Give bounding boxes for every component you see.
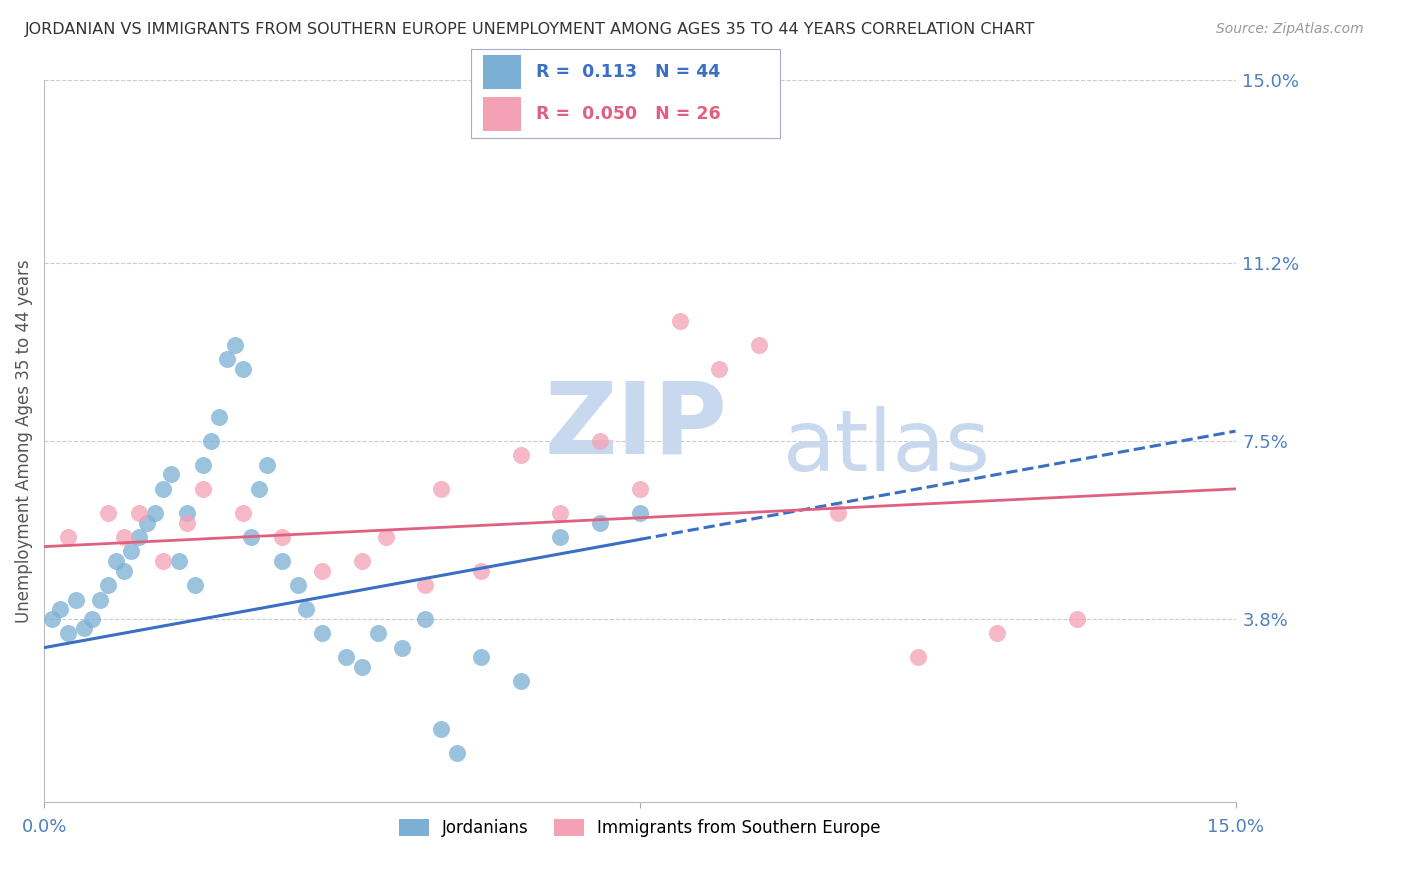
Point [430, 723, 453, 737]
Point [374, 530, 396, 544]
Point [232, 361, 254, 376]
Point [97, 578, 120, 592]
Point [167, 554, 190, 568]
Point [200, 434, 222, 448]
Point [311, 626, 333, 640]
Point [350, 554, 373, 568]
Point [509, 448, 531, 462]
Point [160, 467, 183, 482]
Text: Source: ZipAtlas.com: Source: ZipAtlas.com [1216, 22, 1364, 37]
Point [367, 626, 389, 640]
Point [335, 650, 357, 665]
Point [628, 482, 651, 496]
Point [136, 516, 159, 530]
Y-axis label: Unemployment Among Ages 35 to 44 years: Unemployment Among Ages 35 to 44 years [15, 259, 32, 623]
Point [391, 640, 413, 655]
Point [89, 592, 111, 607]
Point [128, 530, 150, 544]
Point [430, 482, 453, 496]
Text: atlas: atlas [783, 407, 991, 490]
Point [907, 650, 929, 665]
Point [191, 458, 214, 472]
Point [287, 578, 309, 592]
Point [128, 506, 150, 520]
Point [311, 564, 333, 578]
Point [65, 592, 87, 607]
Point [104, 554, 127, 568]
Point [152, 554, 174, 568]
Point [350, 660, 373, 674]
Point [80, 612, 103, 626]
Point [550, 506, 572, 520]
Point [470, 650, 492, 665]
Text: JORDANIAN VS IMMIGRANTS FROM SOUTHERN EUROPE UNEMPLOYMENT AMONG AGES 35 TO 44 YE: JORDANIAN VS IMMIGRANTS FROM SOUTHERN EU… [25, 22, 1036, 37]
Point [232, 506, 254, 520]
Point [152, 482, 174, 496]
Point [256, 458, 278, 472]
Point [121, 544, 143, 558]
Point [415, 612, 437, 626]
Bar [484, 55, 520, 89]
Text: ZIP: ZIP [544, 378, 727, 475]
Point [56, 626, 79, 640]
Point [224, 337, 246, 351]
Point [191, 482, 214, 496]
Point [415, 578, 437, 592]
Point [49, 602, 72, 616]
Point [176, 516, 198, 530]
Point [986, 626, 1008, 640]
Point [143, 506, 166, 520]
Point [589, 516, 612, 530]
Point [748, 337, 770, 351]
Point [176, 506, 198, 520]
Point [247, 482, 270, 496]
Point [550, 530, 572, 544]
Point [239, 530, 262, 544]
Point [470, 564, 492, 578]
Point [184, 578, 207, 592]
Point [509, 674, 531, 689]
Bar [484, 97, 520, 131]
Point [73, 621, 96, 635]
Point [628, 506, 651, 520]
Point [208, 409, 231, 424]
Point [97, 506, 120, 520]
Point [112, 564, 135, 578]
Text: R =  0.050   N = 26: R = 0.050 N = 26 [536, 105, 721, 123]
Point [295, 602, 318, 616]
Point [1066, 612, 1088, 626]
Text: R =  0.113   N = 44: R = 0.113 N = 44 [536, 63, 720, 81]
Point [271, 554, 294, 568]
Point [446, 747, 468, 761]
Legend: Jordanians, Immigrants from Southern Europe: Jordanians, Immigrants from Southern Eur… [392, 813, 887, 844]
Point [709, 361, 731, 376]
Point [589, 434, 612, 448]
Point [271, 530, 294, 544]
Point [215, 351, 238, 366]
Point [56, 530, 79, 544]
Point [41, 612, 63, 626]
Point [827, 506, 849, 520]
Point [112, 530, 135, 544]
Point [668, 313, 690, 327]
